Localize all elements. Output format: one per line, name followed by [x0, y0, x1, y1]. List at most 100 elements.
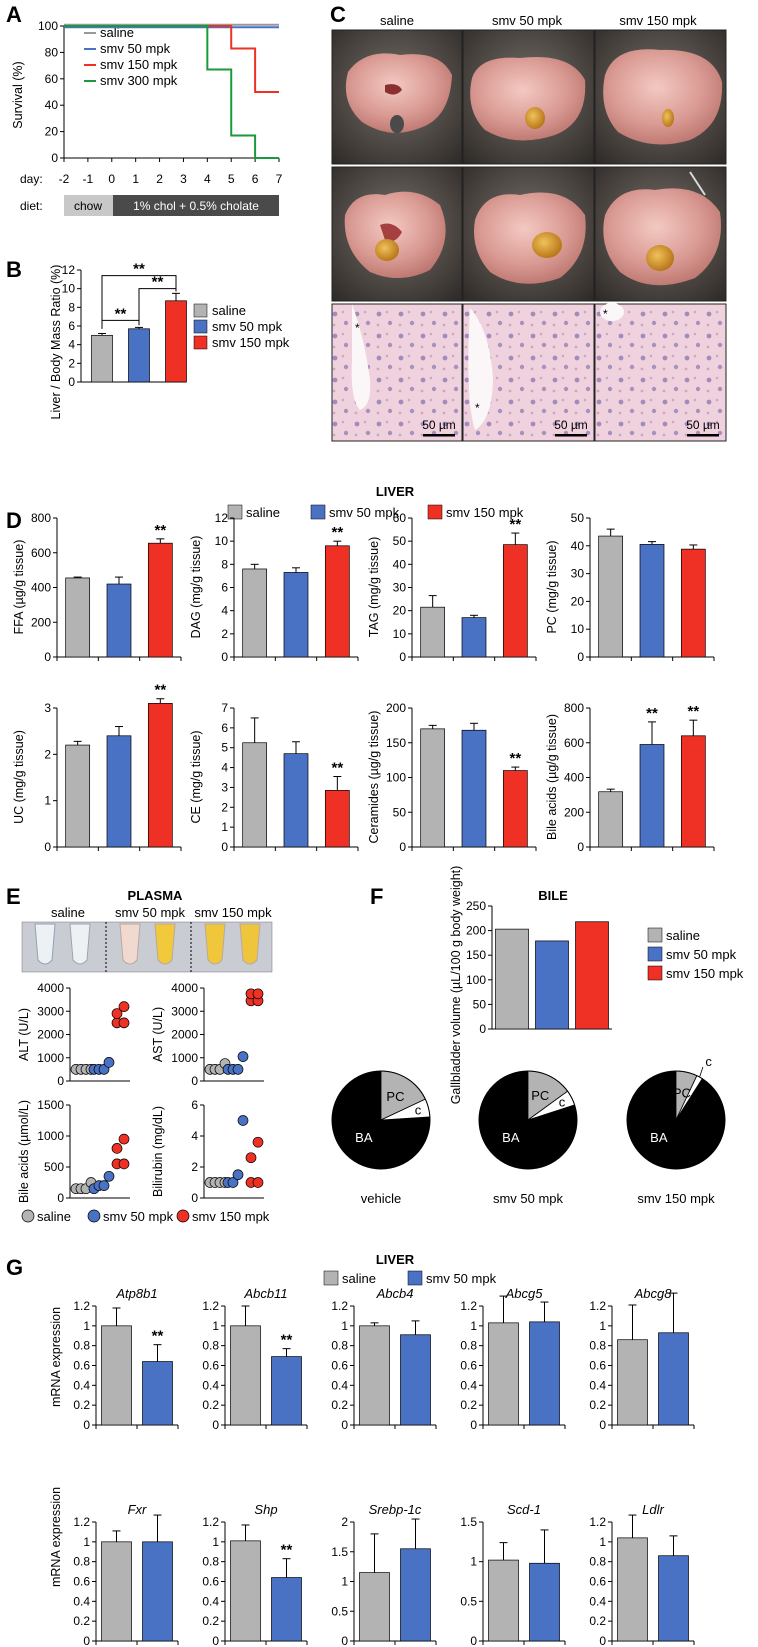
panel-a-xtick-label-9: 7: [276, 172, 283, 186]
panel-e-sub2-point-2-1: [118, 1158, 130, 1170]
legend-a-smv300-swatch: [84, 80, 96, 82]
panel-g-sub5-bar-1: [142, 1541, 173, 1642]
panel-g-sub6-bar-0: [230, 1540, 261, 1642]
panel-d-sub7-sig-2: **: [687, 703, 699, 720]
legend-b-label-1: smv 50 mpk: [212, 319, 283, 334]
legend-b-swatch-0: [193, 303, 208, 318]
panel-d-sub0-bar-1: [106, 583, 132, 658]
histology-smv150: [594, 303, 727, 442]
panel-e-sub2-ytick-label-2: 1000: [37, 1129, 64, 1143]
panel-g-sub4-ytick-label-6: 1.2: [589, 1299, 606, 1313]
panel-g-subplot-6: 0 0.2 0.4 0.6 0.8 1 1.2 ** Shp: [202, 1502, 308, 1647]
panel-e-sub1-ytick-label-0: 0: [191, 1074, 198, 1088]
panel-d-sub7-ylabel: Bile acids (µg/g tissue): [545, 714, 559, 840]
panel-e-sub0-ylabel: ALT (U/L): [17, 1008, 31, 1061]
scale-bar-smv150: [687, 434, 719, 437]
panel-g-sub1-ytick-label-5: 1: [212, 1319, 219, 1333]
panel-d-sub1-ytick-label-5: 10: [215, 534, 229, 548]
legend-b-swatch-2: [193, 335, 208, 350]
panel-b-ytick-label-2: 4: [68, 338, 75, 352]
panel-g-sub1-ytick-label-4: 0.8: [202, 1339, 219, 1353]
panel-g-sub9-ytick-label-3: 0.6: [589, 1575, 606, 1589]
panel-g-sub4-ytick-label-1: 0.2: [589, 1398, 606, 1412]
diet-chow-label: chow: [74, 199, 102, 213]
tube-2: [69, 923, 91, 965]
panel-a-xtick-label-1: -1: [83, 172, 94, 186]
panel-b-bar-0: [91, 334, 113, 383]
panel-g-sub9-bar-0: [617, 1537, 648, 1642]
panel-g-sub3-ytick-label-3: 0.6: [460, 1359, 477, 1373]
panel-label-b: B: [6, 257, 22, 282]
panel-e-sub3-point-2-1: [252, 1177, 264, 1188]
panel-f-ylabel: Gallbladder volume (µL/100 g body weight…: [449, 866, 463, 1105]
panel-d-sub4-bar-1: [106, 735, 132, 848]
panel-e-sub0-point-2-1: [118, 1017, 130, 1029]
panel-d-sub2-bar-2: [502, 544, 528, 658]
panel-e-sub1-point-1-3: [237, 1051, 249, 1062]
panel-e-subplot-3: 0 2 4 6 Bilirubin (mg/dL): [151, 1098, 264, 1205]
panel-f-ytick-label-2: 100: [466, 973, 486, 987]
panel-f-ytick-label-5: 250: [466, 899, 486, 913]
panel-d-sub7-ytick-label-3: 600: [564, 736, 584, 750]
panel-g-sub3-ytick-label-4: 0.8: [460, 1339, 477, 1353]
panel-g-sub2-ytick-label-3: 0.6: [331, 1359, 348, 1373]
panel-a-ytick-label-4: 80: [45, 45, 59, 59]
legend-e-saline-dot: [21, 1209, 35, 1223]
panel-g-sub0-ytick-label-2: 0.4: [73, 1378, 90, 1392]
panel-g-sub4-ytick-label-3: 0.6: [589, 1359, 606, 1373]
panel-b-sig-0-1: **: [115, 305, 127, 322]
legend-d-saline-swatch: [227, 504, 243, 520]
pie-2-caption: smv 150 mpk: [637, 1191, 715, 1206]
panel-d-sub7-bar-0: [598, 791, 624, 848]
panel-d-subplot-0: 0 200 400 600 800 ** FFA (µg/g tissue): [12, 511, 182, 664]
panel-b-bar-2: [165, 300, 187, 383]
panel-label-e: E: [6, 884, 21, 909]
panel-d-sub1-ytick-label-4: 8: [221, 557, 228, 571]
panel-d-sub1-ytick-label-6: 12: [215, 511, 229, 525]
panel-e-sub3-point-2-2: [245, 1152, 257, 1164]
panel-label-g: G: [6, 1255, 23, 1280]
panel-g-sub5-ytick-label-2: 0.4: [73, 1594, 90, 1608]
panel-g-sub9-ytick-label-2: 0.4: [589, 1594, 606, 1608]
tube-1: [34, 923, 56, 965]
panel-d-sub5-ytick-label-2: 2: [221, 800, 228, 814]
panel-g-title: LIVER: [376, 1252, 415, 1267]
panel-d-sub7-ytick-label-0: 0: [577, 840, 584, 854]
gallbladder-smv50-top: [525, 107, 545, 129]
panel-g-sub7-ytick-label-3: 1.5: [331, 1545, 348, 1559]
panel-d-sub2-bar-0: [420, 606, 446, 658]
panel-g-sub4-ytick-label-5: 1: [599, 1319, 606, 1333]
histology-smv50-vessel: [468, 308, 493, 430]
panel-d-sub4-ylabel: UC (mg/g tissue): [12, 730, 26, 824]
panel-a-ytick-label-0: 0: [51, 151, 58, 165]
panel-d-sub3-bar-1: [639, 544, 665, 658]
tube-6: [239, 923, 261, 965]
panel-g-sub6-ytick-label-6: 1.2: [202, 1515, 219, 1529]
panel-a-ytick-label-2: 40: [45, 98, 59, 112]
legend-a-smv150: smv 150 mpk: [100, 57, 178, 72]
panel-g-sub9-gene: Ldlr: [642, 1502, 664, 1517]
panel-g-sub4-bar-0: [617, 1339, 648, 1426]
panel-d-sub1-bar-2: [324, 545, 350, 658]
panel-d-sub1-sig-2: **: [331, 524, 343, 541]
panel-g-subplot-4: 0 0.2 0.4 0.6 0.8 1 1.2 Abcg8: [589, 1286, 695, 1432]
pie-2-outline: [626, 1070, 726, 1170]
panel-e-sub1-ytick-label-2: 2000: [171, 1028, 198, 1042]
gallbladder-smv150-top: [662, 109, 674, 127]
panel-e-sub0-point-2-3: [118, 1001, 130, 1012]
panel-d-subplot-3: 0 10 20 30 40 50 PC (mg/g tissue): [545, 511, 715, 664]
panel-f-ytick-label-0: 0: [479, 1022, 486, 1036]
panel-e-sub3-ytick-label-3: 6: [191, 1098, 198, 1112]
panel-d-sub6-ytick-label-0: 0: [399, 840, 406, 854]
pie-2-label-ba: BA: [650, 1130, 668, 1145]
tube-5: [204, 923, 226, 965]
liver-saline-bottom-vessel: [380, 223, 402, 242]
panel-d-subplot-6: 0 50 100 150 200 ** Ceramides (µg/g tissue): [367, 701, 537, 854]
panel-d-sub0-ytick-label-0: 0: [44, 650, 51, 664]
panel-d-sub3-ytick-label-2: 20: [571, 594, 585, 608]
panel-b-ytick-label-1: 2: [68, 356, 75, 370]
panel-a-ytick-label-3: 60: [45, 72, 59, 86]
panel-g-sub3-ytick-label-0: 0: [470, 1418, 477, 1432]
panel-g-sub6-ytick-label-2: 0.4: [202, 1594, 219, 1608]
panel-d-sub6-bar-2: [502, 770, 528, 848]
